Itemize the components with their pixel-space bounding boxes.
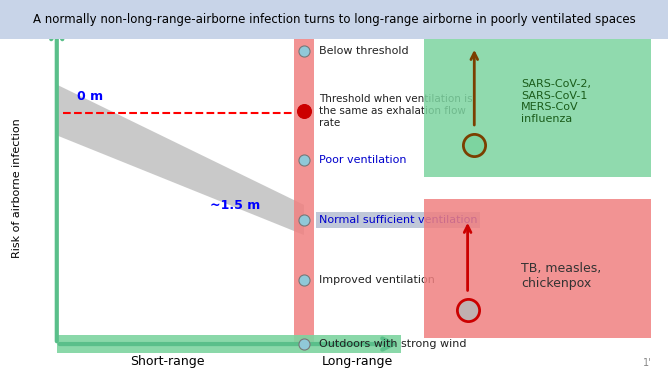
Bar bbox=[424, 26, 651, 177]
Text: Improved ventilation: Improved ventilation bbox=[319, 275, 434, 285]
Polygon shape bbox=[57, 85, 304, 235]
Bar bbox=[57, 335, 401, 353]
Text: Threshold when ventilation is
the same as exhalation flow
rate: Threshold when ventilation is the same a… bbox=[319, 94, 472, 127]
Text: 0 m: 0 m bbox=[77, 89, 103, 103]
Text: Risk of airborne infection: Risk of airborne infection bbox=[12, 118, 21, 258]
Text: Below threshold: Below threshold bbox=[319, 46, 408, 56]
Bar bbox=[424, 199, 651, 338]
Text: Outdoors with strong wind: Outdoors with strong wind bbox=[319, 339, 466, 349]
Text: 1': 1' bbox=[643, 358, 651, 368]
Bar bbox=[294, 21, 314, 344]
Text: SARS-CoV-2,
SARS-CoV-1
MERS-CoV
influenza: SARS-CoV-2, SARS-CoV-1 MERS-CoV influenz… bbox=[521, 79, 591, 124]
Text: Long-range: Long-range bbox=[322, 355, 393, 368]
Bar bbox=[0, 0, 668, 39]
Text: Short-range: Short-range bbox=[130, 355, 204, 368]
Text: Normal sufficient ventilation: Normal sufficient ventilation bbox=[319, 215, 477, 225]
Text: Poor ventilation: Poor ventilation bbox=[319, 155, 406, 165]
Text: A normally non-long-range-airborne infection turns to long-range airborne in poo: A normally non-long-range-airborne infec… bbox=[33, 13, 635, 26]
Text: ~1.5 m: ~1.5 m bbox=[210, 199, 261, 212]
Text: TB, measles,
chickenpox: TB, measles, chickenpox bbox=[521, 262, 601, 290]
